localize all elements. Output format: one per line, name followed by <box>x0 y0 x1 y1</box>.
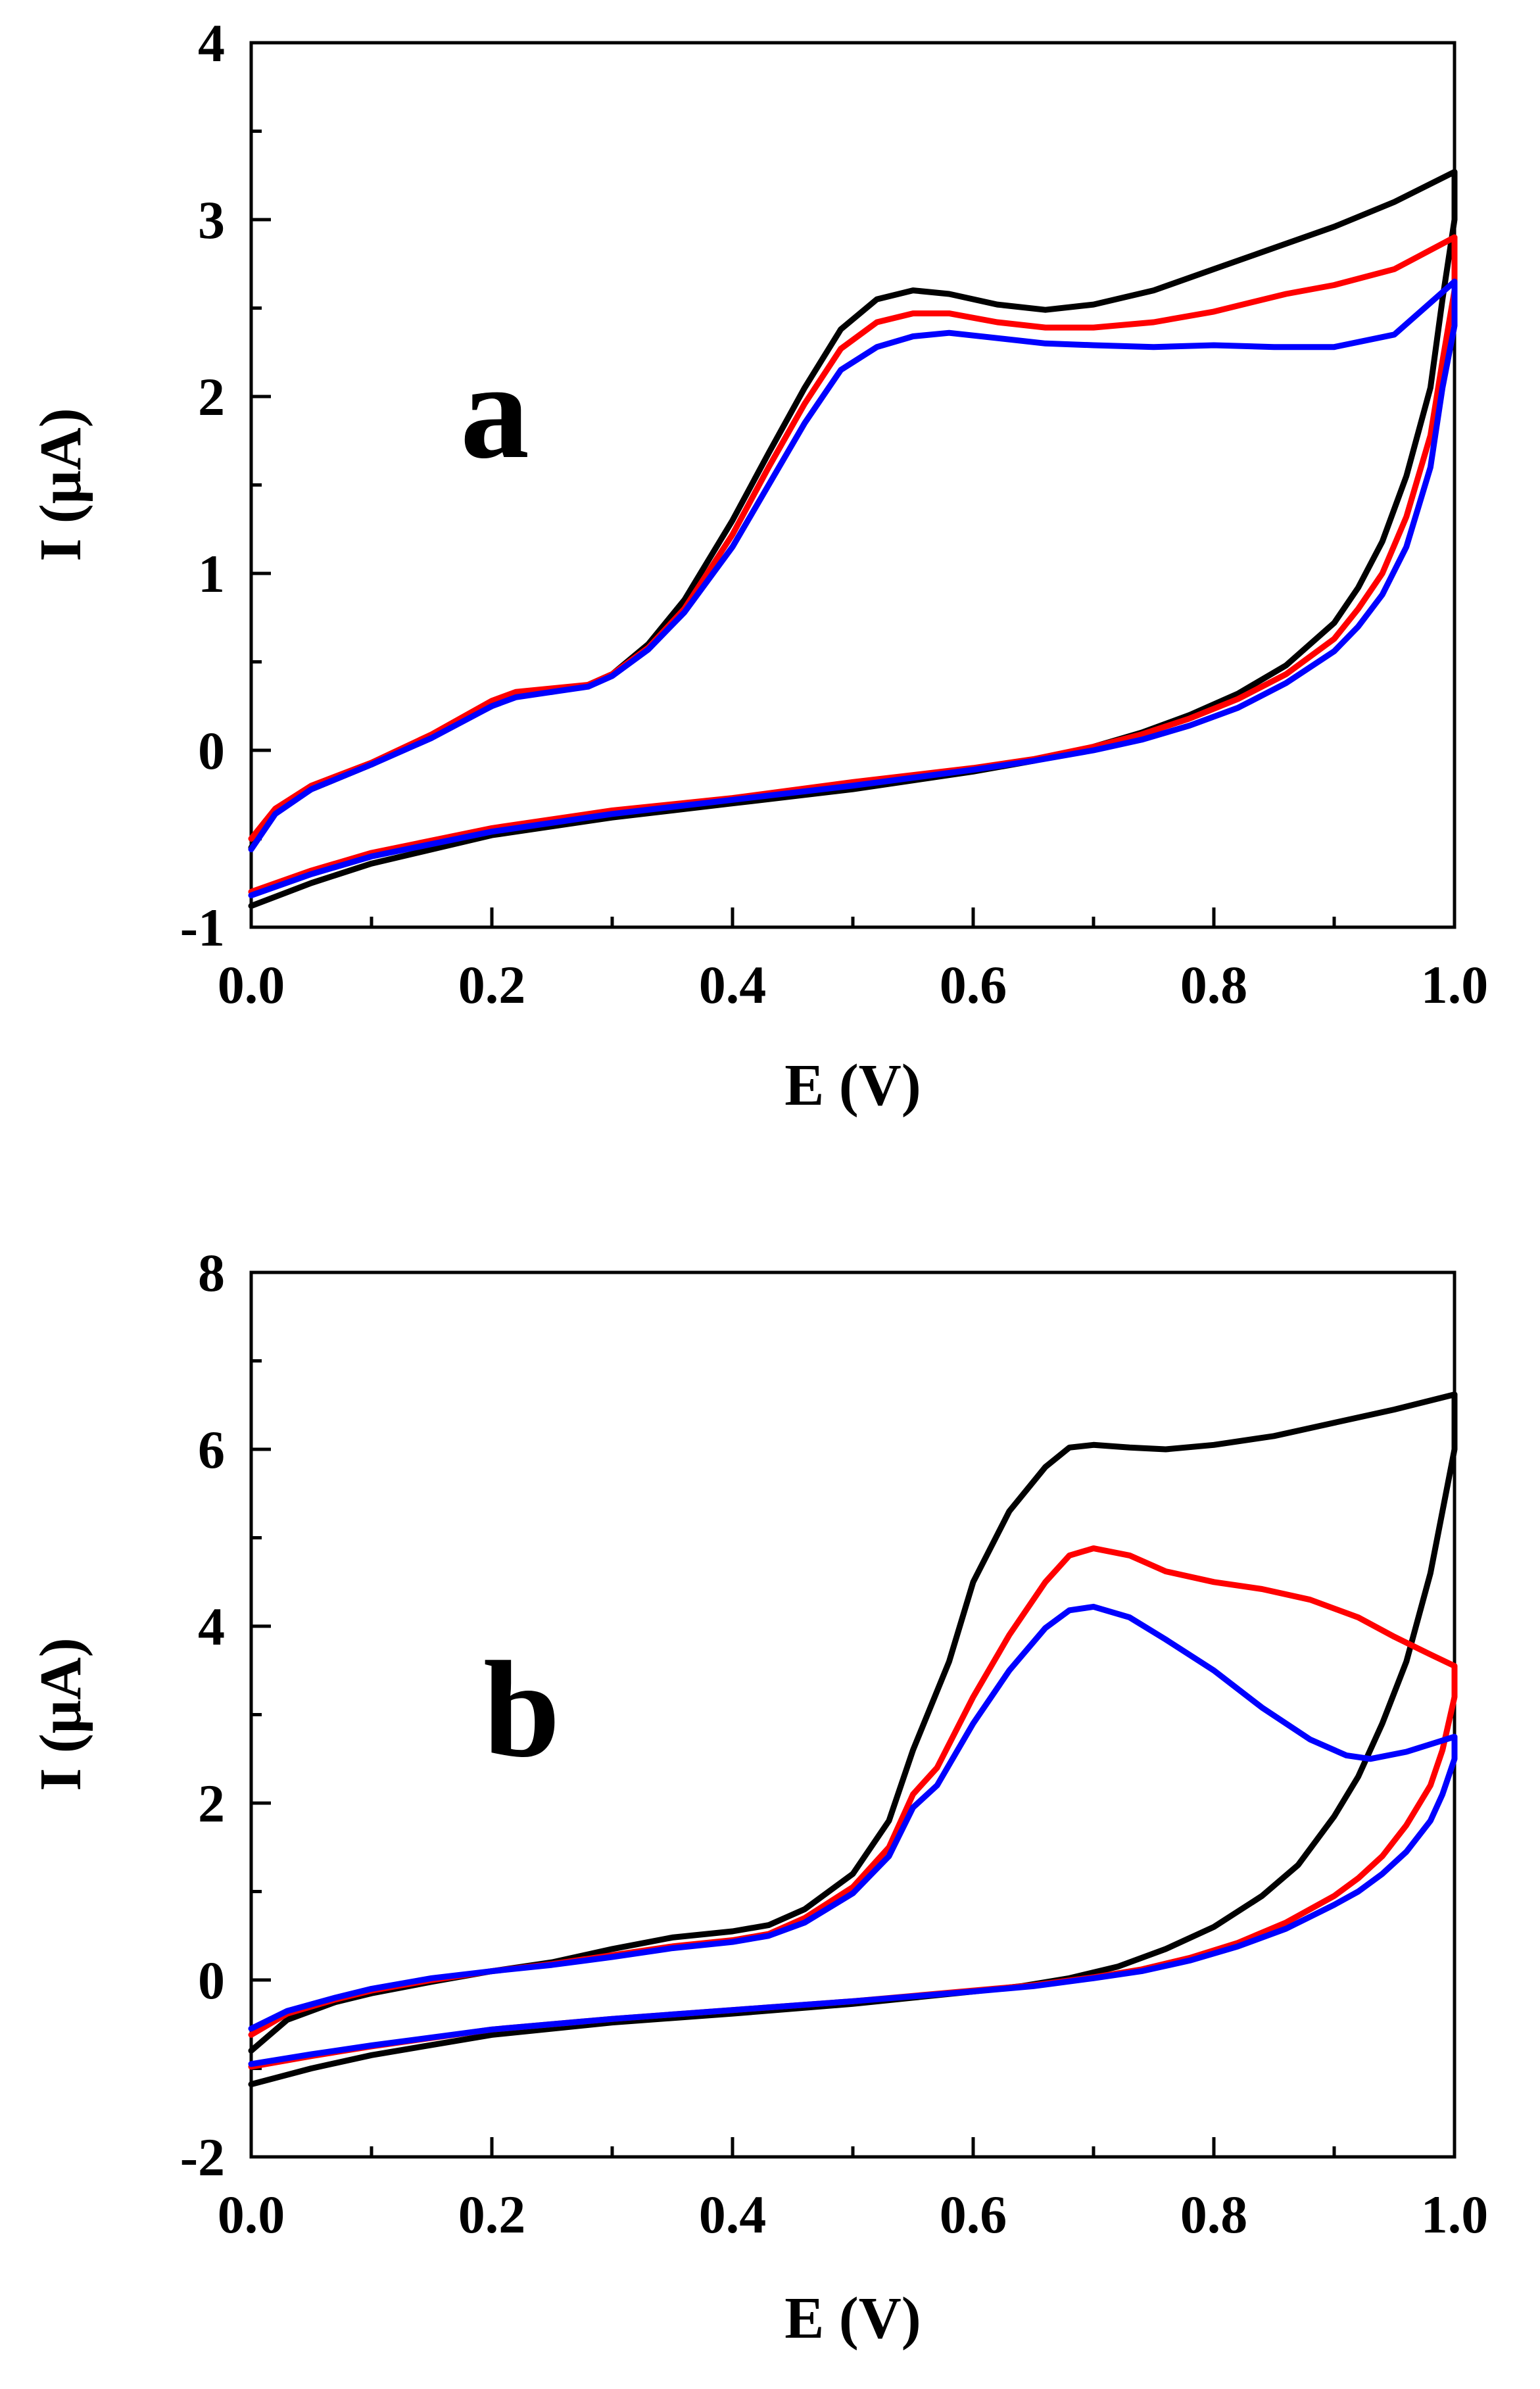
panel-a-series <box>248 168 1458 909</box>
panel-a-x-tick-label: 0.0 <box>218 955 285 1015</box>
panel-b-y-tick-label: 8 <box>198 1243 225 1303</box>
panel-a-series-black <box>248 168 1458 909</box>
panel-b-y-tick-label: 2 <box>198 1774 225 1833</box>
panel-a-chart: 0.0 0.2 0.4 0.6 0.8 1.0 -1 0 1 2 3 4 E (V) I (μA) a <box>28 13 1488 1118</box>
panel-b-series-blue <box>248 1603 1458 2067</box>
panel-b-x-tick-label: 1.0 <box>1421 2184 1489 2244</box>
panel-a-series-red <box>248 234 1458 895</box>
panel-a-y-tick-label: 4 <box>198 13 225 73</box>
panel-b-ticks <box>249 1270 1456 2159</box>
panel-b-series-red <box>248 1545 1458 2070</box>
panel-b-chart: 0.0 0.2 0.4 0.6 0.8 1.0 -2 0 2 4 6 8 E (V) I (μA) b <box>28 1243 1488 2351</box>
panel-a-y-axis-title: I (μA) <box>28 408 93 561</box>
panel-a-x-axis-title: E (V) <box>784 1053 921 1118</box>
panel-a-frame <box>249 41 1456 929</box>
panel-a-x-tick-label: 0.4 <box>699 955 767 1015</box>
panel-a-y-tick-label: 2 <box>198 367 225 427</box>
panel-a-letter: a <box>460 335 529 487</box>
panel-a-x-tick-label: 0.8 <box>1180 955 1248 1015</box>
panel-b-letter: b <box>483 1633 560 1786</box>
panel-b-y-tick-label: 6 <box>198 1420 225 1480</box>
panel-b-x-tick-label: 0.8 <box>1180 2184 1248 2244</box>
panel-a-series-blue <box>248 278 1458 899</box>
panel-a-x-tick-label: 1.0 <box>1421 955 1489 1015</box>
panel-b-series <box>248 1391 1458 2088</box>
panel-b-y-tick-label: -2 <box>180 2127 225 2187</box>
panel-b-x-axis-title: E (V) <box>784 2286 921 2351</box>
panel-b-x-tick-label: 0.6 <box>940 2184 1007 2244</box>
panel-a-y-tick-label: 3 <box>198 190 225 250</box>
panel-a-y-tick-label: 0 <box>198 721 225 781</box>
panel-b-y-axis-title: I (μA) <box>28 1637 93 1791</box>
panel-a-ticks <box>249 41 1456 929</box>
panel-b-x-tick-label: 0.2 <box>458 2184 526 2244</box>
panel-a-x-tick-label: 0.2 <box>458 955 526 1015</box>
panel-b-x-tick-label: 0.0 <box>218 2184 285 2244</box>
panel-b-y-tick-label: 0 <box>198 1950 225 2010</box>
panel-b-tick-labels: 0.0 0.2 0.4 0.6 0.8 1.0 -2 0 2 4 6 8 <box>180 1243 1489 2244</box>
panel-a-y-tick-label: 1 <box>198 544 225 604</box>
panel-a-y-tick-label: -1 <box>180 898 225 957</box>
panel-a-x-tick-label: 0.6 <box>940 955 1007 1015</box>
panel-b-y-tick-label: 4 <box>198 1597 225 1656</box>
panel-b-x-tick-label: 0.4 <box>699 2184 767 2244</box>
panel-a-tick-labels: 0.0 0.2 0.4 0.6 0.8 1.0 -1 0 1 2 3 4 <box>180 13 1489 1015</box>
